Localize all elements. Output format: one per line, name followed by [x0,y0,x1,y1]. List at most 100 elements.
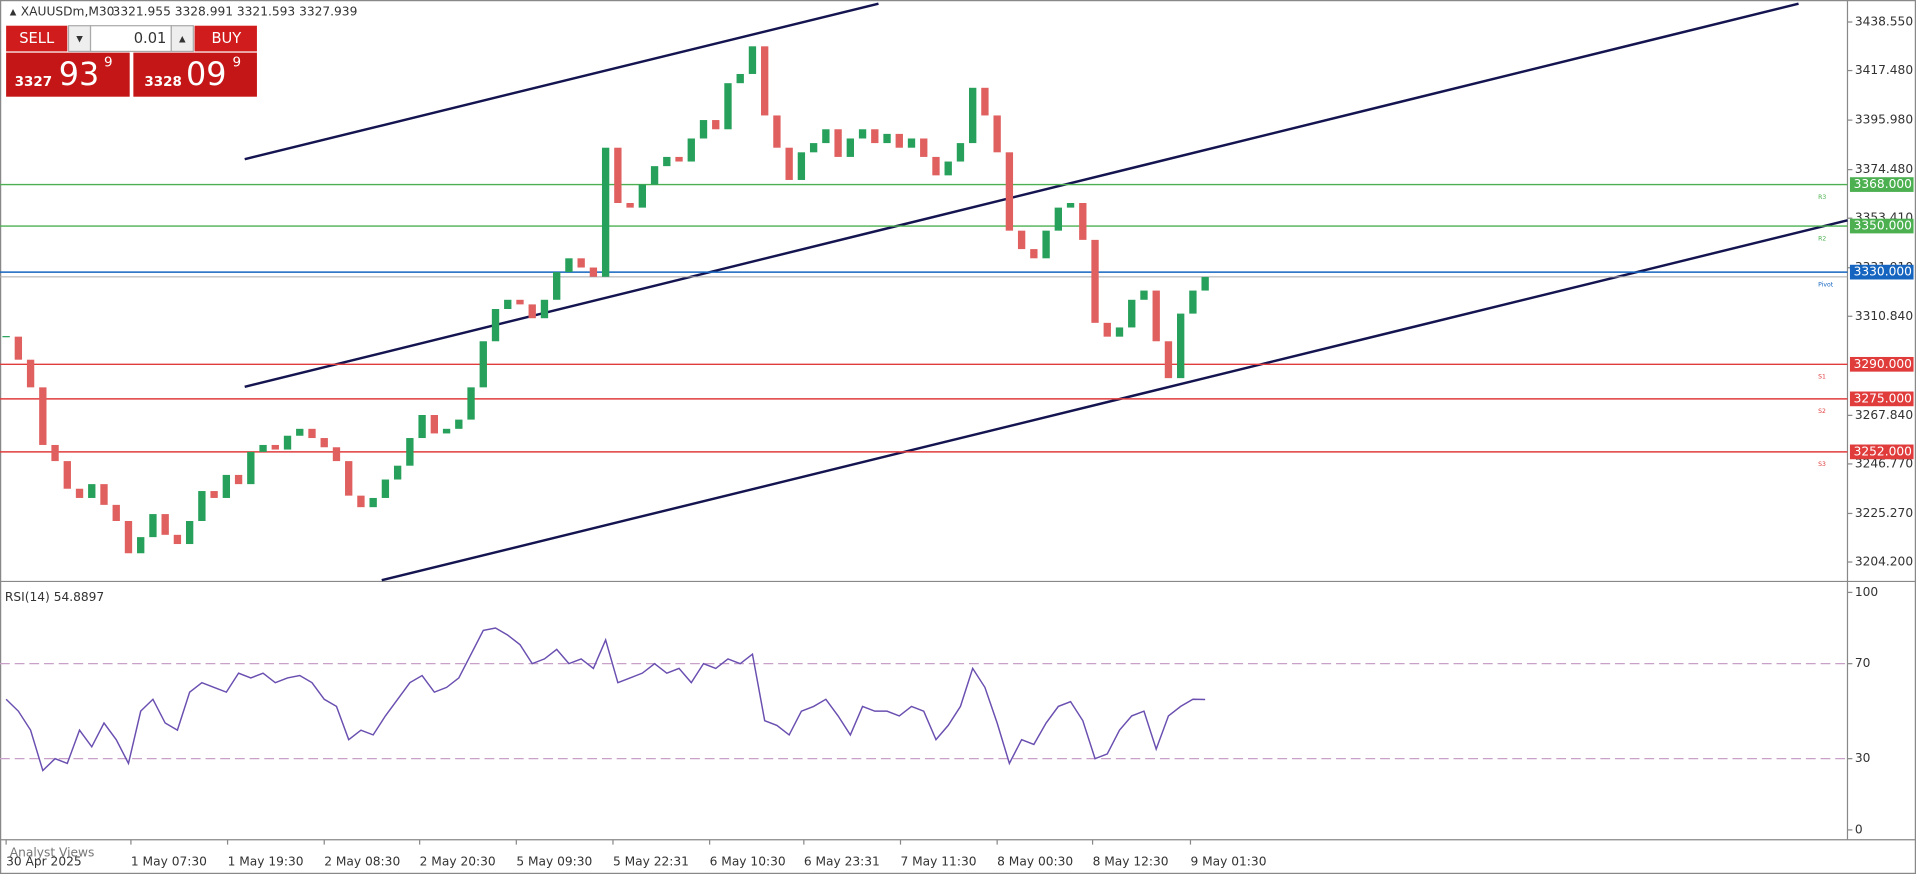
x-tick-label: 7 May 11:30 [900,854,976,868]
candle [1017,230,1026,250]
y-tick-label: 3395.980 [1855,113,1913,127]
candle [993,115,1001,153]
level-badge [1849,177,1914,192]
candle [1079,203,1087,240]
level-tag: S3 [1818,461,1826,468]
candle [1177,313,1185,379]
x-tick-label: 9 May 01:30 [1190,854,1266,868]
level-tag: R3 [1818,194,1826,201]
candle [638,184,647,208]
candle [308,428,316,439]
candle [1042,230,1050,259]
level-badge [1849,444,1914,460]
bid-box[interactable] [6,52,130,97]
candle [100,484,108,505]
candle [626,203,634,208]
ask-big: 3328 [144,75,181,90]
candle [357,495,365,508]
trend-line [381,219,1848,582]
candle [222,474,231,498]
candle [675,156,683,162]
y-tick-label: 70 [1855,656,1871,670]
candle [516,299,524,305]
candle [234,474,243,485]
level-label: 3290.000 [1854,357,1912,371]
candle [39,387,47,445]
trade-panel: SELL ▼ 0.01 ▲ BUY 3327 93 9 3328 09 9 [6,25,257,97]
trend-line [244,2,879,161]
candle [1030,249,1038,259]
x-tick-label: 1 May 19:30 [228,854,304,868]
level-label: 3350.000 [1854,219,1912,233]
candle [577,258,585,268]
level-label: 3330.000 [1854,265,1912,279]
candle [185,520,194,545]
candle [381,479,390,498]
y-tick-label: 3310.840 [1855,309,1913,323]
candle [332,447,341,462]
candle [846,138,855,157]
candle [1066,203,1075,208]
bid-frac: 9 [104,55,113,70]
level-badge [1849,218,1914,234]
level-tag: S2 [1818,408,1826,415]
x-tick-label: 2 May 08:30 [324,854,400,868]
candle [1115,327,1124,337]
trend-line [244,2,1799,389]
x-tick-label: 8 May 12:30 [1093,854,1169,868]
candle [1164,341,1173,379]
candle [1152,290,1160,342]
y-tick-label: 3225.270 [1855,506,1913,520]
level-tag: S1 [1818,374,1826,381]
candle [1201,276,1209,291]
candle [137,537,145,554]
candle [75,488,84,498]
level-badge [1849,356,1914,372]
candle [491,309,500,342]
ask-box[interactable] [133,52,257,97]
candle [907,138,916,148]
buy-button[interactable] [194,25,257,52]
candle [663,156,671,167]
candle [369,497,377,508]
y-tick-label: 3374.480 [1855,162,1913,176]
y-tick-label: 30 [1855,751,1871,765]
volume-input[interactable] [89,25,172,53]
candle [320,438,328,448]
level-badge [1849,264,1914,280]
candle [210,491,218,498]
x-tick-label: 5 May 22:31 [613,854,689,868]
y-tick-label: 3267.840 [1855,408,1913,422]
candle [773,115,781,148]
y-tick-label: 100 [1855,585,1878,599]
candle [124,520,133,554]
symbol: XAUUSDm,M30 [21,5,115,19]
candle [797,152,806,180]
x-tick-label: 5 May 09:30 [516,854,592,868]
candle [1128,299,1136,328]
bid-big: 3327 [15,75,52,90]
level-tag: Pivot [1818,281,1834,288]
candle [650,166,659,185]
up-arrow: ▲ [179,35,186,45]
y-tick-label: 3246.770 [1855,456,1913,470]
sell-button[interactable] [6,25,68,52]
candle [467,387,475,420]
candle [724,83,732,130]
candle [969,87,977,144]
x-tick-label: 8 May 00:30 [997,854,1073,868]
candle [528,304,536,319]
candle [161,514,169,535]
candle [871,129,879,144]
candle [748,46,757,74]
candle [393,465,402,480]
y-tick-label: 3417.480 [1855,63,1913,77]
candle [712,120,720,130]
trend-lines [244,2,1848,582]
x-tick-label: 2 May 20:30 [420,854,496,868]
candle [540,299,549,319]
candle [1005,152,1014,231]
volume-up[interactable] [170,25,194,53]
